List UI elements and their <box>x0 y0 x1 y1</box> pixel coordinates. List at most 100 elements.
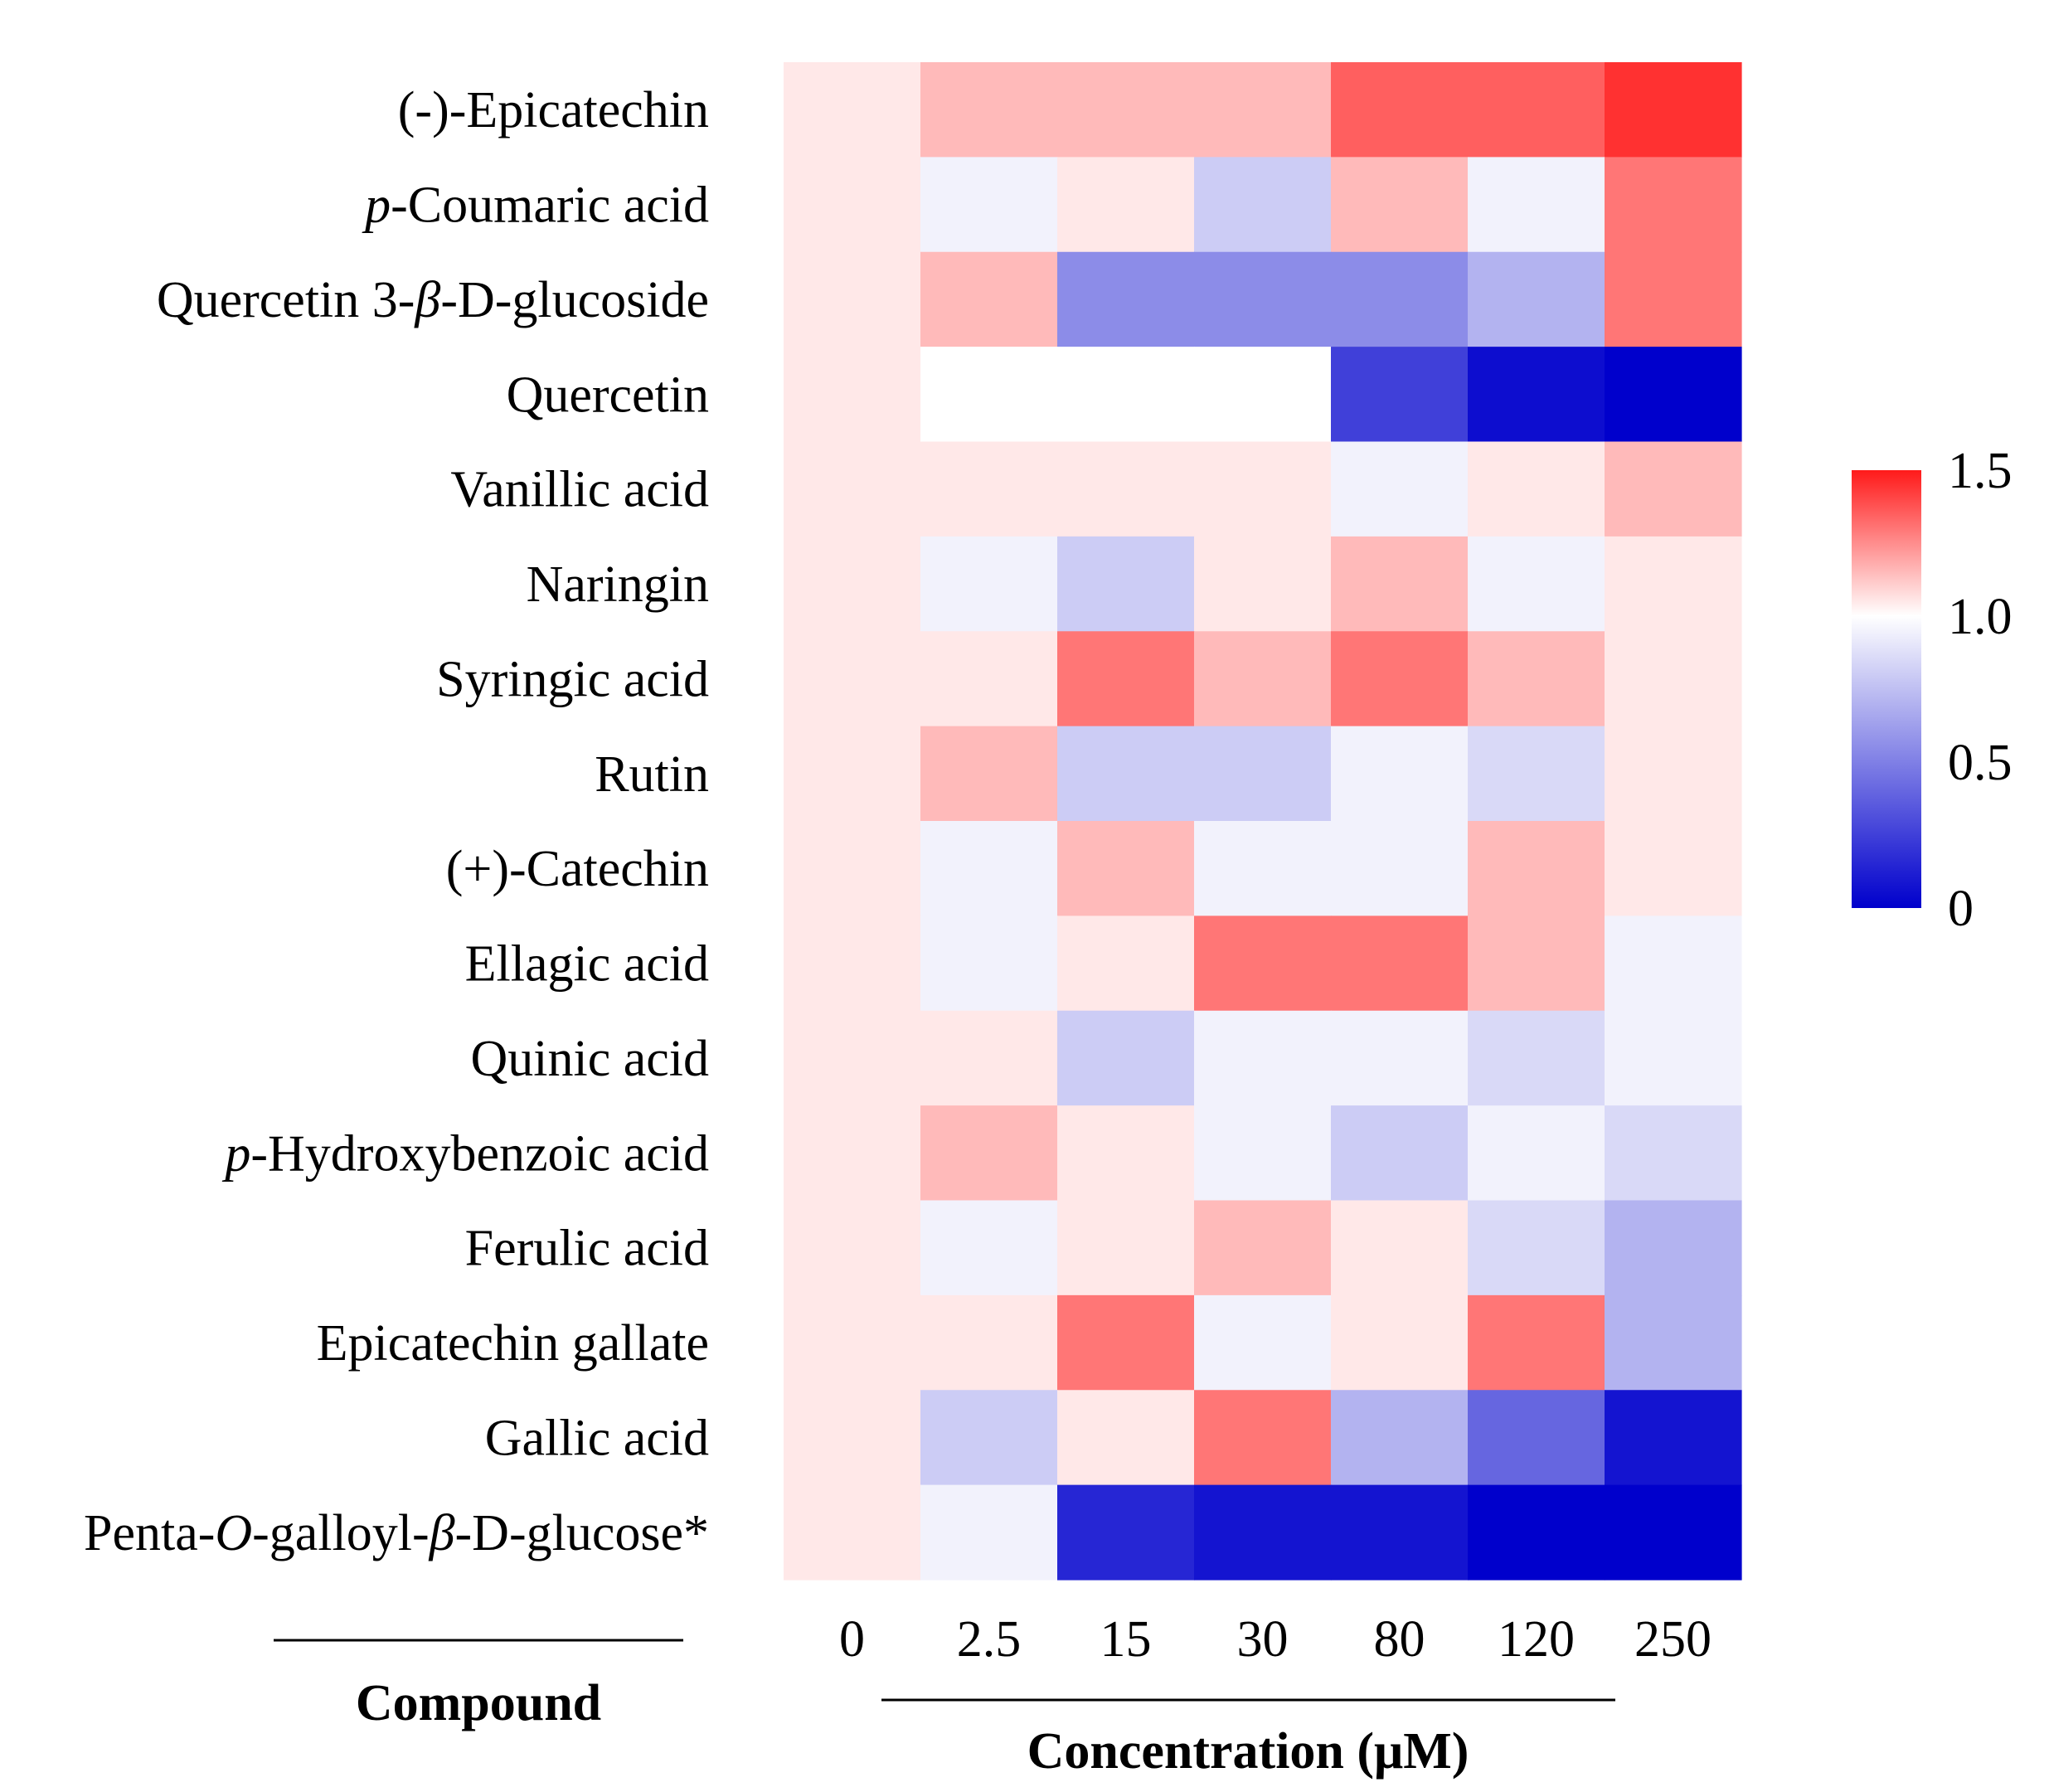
heatmap-cell <box>1057 915 1195 1012</box>
heatmap-cell <box>1057 821 1195 916</box>
heatmap-cell <box>784 347 921 443</box>
heatmap-cell <box>1331 62 1469 158</box>
row-labels: (-)-Epicatechin p-Coumaric acid Quercetin … <box>84 82 709 1561</box>
heatmap-cell <box>1057 251 1195 347</box>
heatmap-cell <box>1331 821 1469 916</box>
heatmap-cell <box>1057 1484 1195 1581</box>
heatmap-cell <box>920 251 1058 347</box>
heatmap-cell <box>920 157 1058 253</box>
heatmap-cell <box>1331 915 1469 1012</box>
row-label: (-)-Epicatechin <box>398 82 709 138</box>
column-label: 250 <box>1634 1611 1712 1668</box>
heatmap-cell <box>920 1390 1058 1486</box>
heatmap-cell <box>1605 726 1742 822</box>
row-label: Naringin <box>527 556 709 613</box>
heatmap-cell <box>1468 1200 1605 1296</box>
y-axis-title: Compound <box>356 1675 601 1731</box>
heatmap-cell <box>784 631 921 727</box>
heatmap-cell <box>920 62 1058 158</box>
heatmap-cell <box>1331 347 1469 443</box>
heatmap-cell <box>1194 631 1332 727</box>
x-axis-title: Concentration (μM) <box>1027 1723 1469 1780</box>
heatmap-cell <box>1331 251 1469 347</box>
heatmap-cell <box>1194 915 1332 1012</box>
heatmap-cell <box>1057 1390 1195 1486</box>
heatmap-cell <box>1331 1484 1469 1581</box>
heatmap-cell <box>784 62 921 158</box>
heatmap-cell <box>1194 1484 1332 1581</box>
heatmap-cell <box>1057 441 1195 537</box>
heatmap-cell <box>784 157 921 253</box>
row-label: Quercetin 3-β-D-glucoside <box>157 272 709 328</box>
heatmap-cell <box>784 1484 921 1581</box>
heatmap-cell <box>920 536 1058 632</box>
heatmap-cell <box>1194 441 1332 537</box>
heatmap-cell <box>1605 1200 1742 1296</box>
colorbar <box>1852 470 1921 908</box>
heatmap-cell <box>784 915 921 1012</box>
heatmap-cell <box>1468 915 1605 1012</box>
heatmap-cell <box>1468 1294 1605 1391</box>
heatmap-cell <box>920 821 1058 916</box>
heatmap-cell <box>1057 631 1195 727</box>
colorbar-tick-label: 1.0 <box>1948 589 2013 645</box>
heatmap-cell <box>1057 1010 1195 1106</box>
heatmap-cell <box>1331 1105 1469 1202</box>
heatmap-cell <box>1057 536 1195 632</box>
row-label: Ferulic acid <box>465 1221 709 1277</box>
heatmap-cell <box>920 1200 1058 1296</box>
column-label: 0 <box>839 1611 865 1668</box>
row-label: Quercetin <box>507 367 709 423</box>
heatmap-cell <box>1605 251 1742 347</box>
heatmap-cell <box>1194 726 1332 822</box>
colorbar-tick-label: 1.5 <box>1948 443 2013 499</box>
heatmap-cell <box>784 536 921 632</box>
heatmap-cell <box>1468 536 1605 632</box>
row-label: Vanillic acid <box>450 462 709 518</box>
heatmap-cell <box>1605 536 1742 632</box>
heatmap-cell <box>1605 1294 1742 1391</box>
heatmap-cell <box>1057 1294 1195 1391</box>
heatmap-cell <box>1468 1010 1605 1106</box>
heatmap-cell <box>920 441 1058 537</box>
heatmap-cell <box>1194 62 1332 158</box>
heatmap-cell <box>1194 157 1332 253</box>
heatmap-cell <box>1468 347 1605 443</box>
heatmap-cell <box>1194 347 1332 443</box>
heatmap-cell <box>920 347 1058 443</box>
heatmap-cell <box>1331 536 1469 632</box>
heatmap-cells <box>784 62 1742 1581</box>
colorbar-tick-label: 0 <box>1948 881 1974 937</box>
heatmap-cell <box>1605 1390 1742 1486</box>
heatmap-cell <box>1605 62 1742 158</box>
heatmap-cell <box>920 915 1058 1012</box>
row-label: Ellagic acid <box>465 936 709 993</box>
heatmap-cell <box>784 441 921 537</box>
row-label: Syringic acid <box>436 651 709 707</box>
heatmap-cell <box>784 1105 921 1202</box>
heatmap-cell <box>1468 821 1605 916</box>
heatmap-cell <box>1468 1390 1605 1486</box>
heatmap-cell <box>1057 157 1195 253</box>
row-label: Epicatechin gallate <box>317 1315 709 1372</box>
heatmap-cell <box>1057 1105 1195 1202</box>
heatmap-cell <box>1331 1200 1469 1296</box>
heatmap-cell <box>1605 1010 1742 1106</box>
heatmap-cell <box>1194 1105 1332 1202</box>
row-label: p-Coumaric acid <box>362 177 709 234</box>
colorbar-ticks: 1.5 1.0 0.5 0 <box>1948 443 2013 937</box>
heatmap-cell <box>1194 1200 1332 1296</box>
heatmap-cell <box>784 1010 921 1106</box>
heatmap-cell <box>1468 726 1605 822</box>
heatmap-cell <box>1194 251 1332 347</box>
column-label: 120 <box>1498 1611 1575 1668</box>
heatmap-cell <box>784 821 921 916</box>
heatmap-cell <box>1194 821 1332 916</box>
heatmap-cell <box>920 1105 1058 1202</box>
heatmap-cell <box>920 1010 1058 1106</box>
row-label: Gallic acid <box>485 1410 709 1466</box>
column-labels: 0 2.5 15 30 80 120 250 <box>839 1611 1712 1668</box>
column-label: 15 <box>1100 1611 1152 1668</box>
row-label: (+)-Catechin <box>446 841 709 897</box>
